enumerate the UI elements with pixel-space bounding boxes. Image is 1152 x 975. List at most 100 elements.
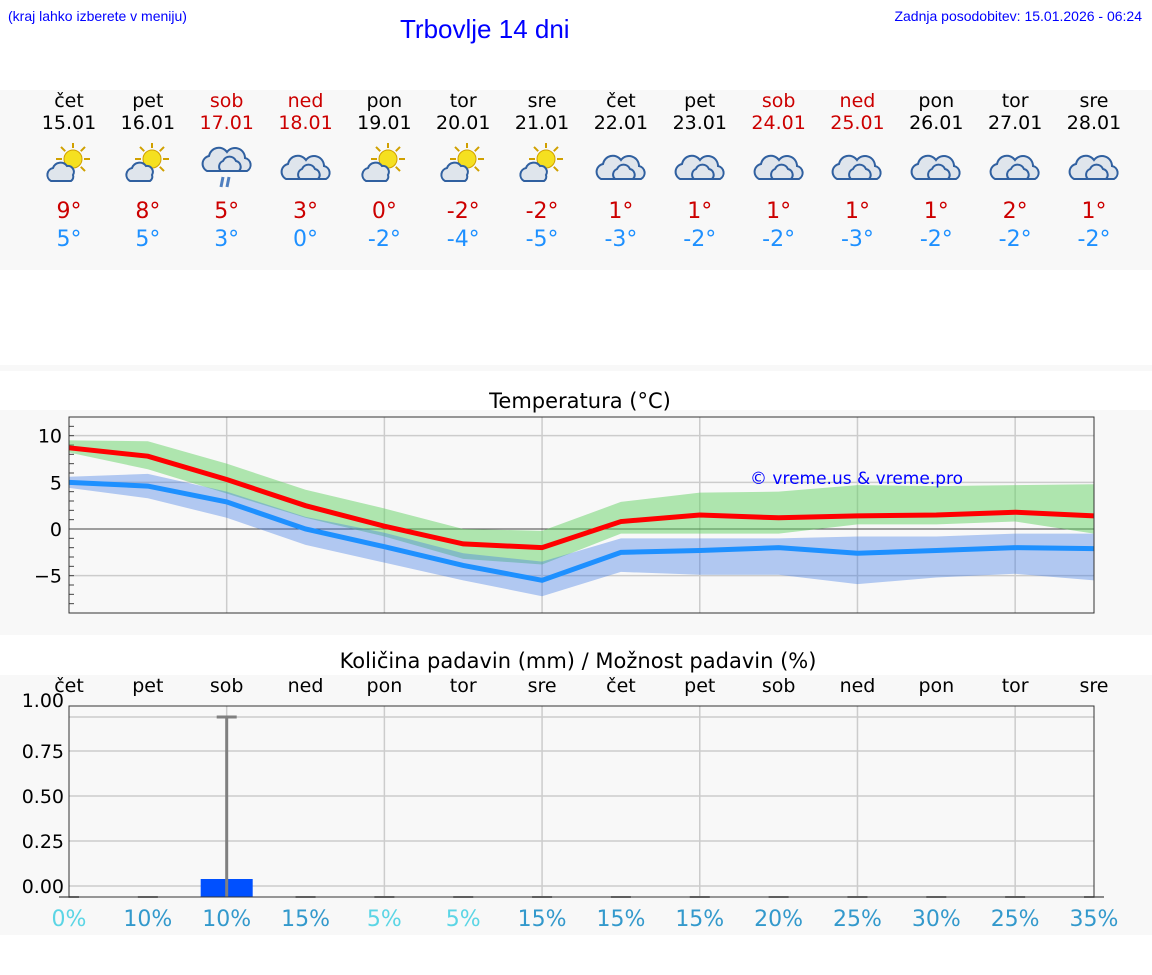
cloud-icon: [740, 134, 818, 196]
plot-background: [0, 675, 1152, 935]
precip-probability: 15%: [596, 907, 645, 932]
day-date: 25.01: [830, 112, 885, 134]
x-day-label: sob: [762, 675, 796, 697]
day-name: pet: [684, 90, 716, 112]
max-temp-line: [68, 445, 1095, 551]
sun-cloud-icon: [30, 134, 108, 196]
sun-cloud-icon: [109, 134, 187, 196]
max-temp: 1°: [923, 199, 949, 224]
max-temp: 9°: [56, 199, 82, 224]
day-date: 24.01: [751, 112, 806, 134]
min-temp: 3°: [214, 227, 240, 252]
min-temp: -2°: [1077, 227, 1111, 252]
day-name: tor: [449, 90, 477, 112]
min-temp: 0°: [293, 227, 319, 252]
y-tick-label: 10: [38, 426, 62, 448]
sun-cloud-icon: [345, 134, 423, 196]
chart-title: Temperatura (°C): [488, 389, 671, 413]
precip-probability: 20%: [754, 907, 803, 932]
max-temp: 1°: [1081, 199, 1107, 224]
precip-probability: 25%: [833, 907, 882, 932]
min-temp-line: [68, 479, 1095, 583]
precip-probability: 10%: [202, 907, 251, 932]
x-day-label: pon: [367, 675, 403, 697]
plot-frame: [68, 416, 1095, 614]
max-temp: -2°: [446, 199, 480, 224]
cloud-icon: [1055, 134, 1133, 196]
day-name: pon: [918, 90, 955, 112]
watermark: © vreme.us & vreme.pro: [750, 469, 963, 489]
y-tick-label: 0.75: [22, 741, 64, 763]
day-name: pet: [132, 90, 164, 112]
precip-probability: 15%: [518, 907, 567, 932]
x-day-label: ned: [840, 675, 876, 697]
day-column: čet 22.01 1° -3°: [582, 90, 660, 254]
day-column: pet 23.01 1° -2°: [661, 90, 739, 254]
sun-cloud-icon: [503, 134, 581, 196]
day-name: čet: [606, 90, 636, 112]
x-day-label: sre: [1080, 675, 1109, 697]
divider: [0, 365, 1152, 371]
day-column: ned 18.01 3° 0°: [267, 90, 345, 254]
day-column: sre 21.01 -2° -5°: [503, 90, 581, 254]
day-column: ned 25.01 1° -3°: [818, 90, 896, 254]
plot-frame: [68, 705, 1095, 898]
precip-probability: 30%: [912, 907, 961, 932]
x-day-label: pon: [918, 675, 954, 697]
day-date: 16.01: [120, 112, 176, 134]
x-day-label: ned: [288, 675, 324, 697]
cloud-icon: [818, 134, 896, 196]
precip-probability: 10%: [123, 907, 172, 932]
max-temp: -2°: [525, 199, 559, 224]
day-name: sre: [527, 90, 557, 112]
day-name: ned: [287, 90, 324, 112]
day-column: tor 27.01 2° -2°: [976, 90, 1054, 254]
max-temp: 1°: [766, 199, 792, 224]
min-temp: -2°: [998, 227, 1032, 252]
day-column: pet 16.01 8° 5°: [109, 90, 187, 254]
max-temp: 1°: [844, 199, 870, 224]
min-temp: 5°: [56, 227, 82, 252]
min-temp: -2°: [367, 227, 401, 252]
day-date: 17.01: [199, 112, 254, 134]
y-tick-label: 0.00: [22, 876, 64, 898]
x-day-label: pet: [132, 675, 163, 697]
max-temp: 1°: [608, 199, 634, 224]
cloud-icon: [582, 134, 660, 196]
day-date: 20.01: [436, 112, 491, 134]
max-temp: 5°: [214, 199, 240, 224]
min-temp: -2°: [919, 227, 953, 252]
day-date: 18.01: [278, 112, 333, 134]
x-day-label: sre: [528, 675, 557, 697]
min-temp: -3°: [840, 227, 874, 252]
min-temp-range: [69, 473, 1094, 597]
cloud-icon: [661, 134, 739, 196]
precip-probability: 5%: [367, 907, 402, 932]
y-tick-label: 0.50: [22, 786, 64, 808]
page-title: Trbovlje 14 dni: [400, 14, 570, 44]
min-temp: -2°: [683, 227, 717, 252]
day-name: tor: [1001, 90, 1029, 112]
max-temp: 1°: [687, 199, 713, 224]
day-name: pon: [366, 90, 403, 112]
day-column: čet 15.01 9° 5°: [30, 90, 108, 254]
min-temp: -5°: [525, 227, 559, 252]
day-name: sob: [209, 90, 244, 112]
x-day-label: sob: [210, 675, 244, 697]
sun-cloud-icon: [424, 134, 502, 196]
day-column: sob 17.01 5° 3°: [188, 90, 266, 254]
min-temp: -4°: [446, 227, 480, 252]
day-column: sre 28.01 1° -2°: [1055, 90, 1133, 254]
day-column: sob 24.01 1° -2°: [740, 90, 818, 254]
min-temp: -2°: [762, 227, 796, 252]
y-tick-label: 0.25: [22, 831, 64, 853]
precip-probability: 15%: [281, 907, 330, 932]
precip-probability: 15%: [675, 907, 724, 932]
day-date: 26.01: [909, 112, 964, 134]
y-tick-label: 0: [50, 519, 62, 541]
day-name: sob: [761, 90, 796, 112]
x-day-label: tor: [450, 675, 477, 697]
cloud-icon: [897, 134, 975, 196]
max-temp: 3°: [293, 199, 319, 224]
chart-title: Količina padavin (mm) / Možnost padavin …: [340, 649, 817, 673]
